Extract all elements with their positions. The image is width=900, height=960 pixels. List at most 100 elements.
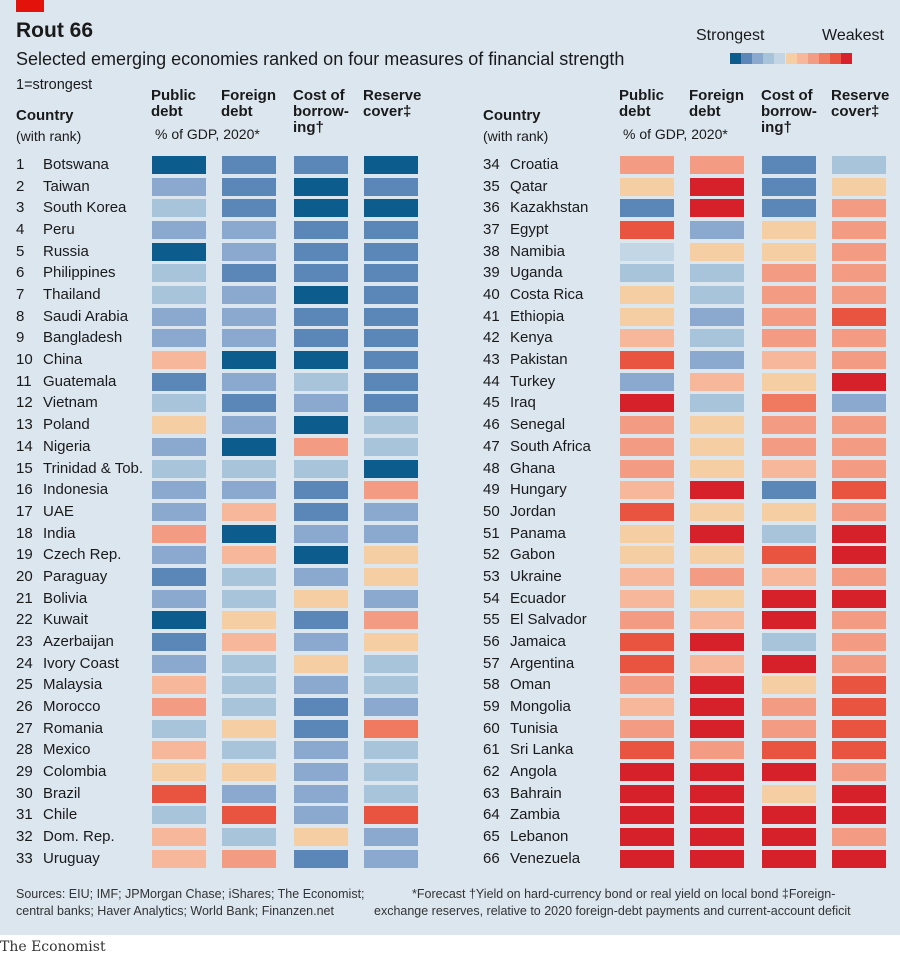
heatmap-cell [294, 741, 348, 760]
heatmap-cell [832, 784, 886, 803]
foreign-debt-header: Foreign [221, 87, 276, 104]
row-country: Vietnam [43, 394, 98, 412]
cost-of-borrowing-header: borrow- [761, 103, 817, 120]
cost-of-borrowing-header: borrow- [293, 103, 349, 120]
heatmap-cell [152, 156, 206, 174]
heatmap-cell [762, 741, 816, 760]
heatmap-cell [222, 307, 276, 326]
heatmap-cell [294, 221, 348, 240]
heatmap-cell [832, 437, 886, 456]
row-rank: 7 [16, 286, 25, 304]
heatmap-cell [620, 828, 674, 847]
heatmap-cell [762, 654, 816, 673]
row-country: Philippines [43, 264, 116, 282]
heatmap-cell [690, 589, 744, 608]
heatmap-cell [294, 676, 348, 695]
heatmap-cell [690, 459, 744, 478]
row-rank: 19 [16, 546, 33, 564]
heatmap-cell [762, 611, 816, 630]
heatmap-cell [620, 177, 674, 196]
heatmap-cell [690, 763, 744, 782]
row-country: Hungary [510, 481, 567, 499]
heatmap-cell [620, 763, 674, 782]
heatmap-cell [222, 502, 276, 521]
row-country: Turkey [510, 372, 556, 390]
row-rank: 17 [16, 502, 33, 520]
heatmap-cell [152, 806, 206, 825]
row-rank: 21 [16, 589, 33, 607]
heatmap-cell [620, 719, 674, 738]
cost-of-borrowing-header: Cost of [293, 87, 345, 104]
row-rank: 3 [16, 199, 25, 217]
heatmap-cell [294, 177, 348, 196]
foreign-debt-header: Foreign [689, 87, 744, 104]
heatmap-cell [222, 632, 276, 651]
row-rank: 22 [16, 611, 33, 629]
heatmap-cell [364, 719, 418, 738]
row-rank: 9 [16, 329, 25, 347]
row-country: Gabon [510, 546, 556, 564]
heatmap-cell [222, 741, 276, 760]
heatmap-cell [832, 307, 886, 326]
heatmap-cell [620, 784, 674, 803]
heatmap-cell [832, 654, 886, 673]
row-rank: 30 [16, 784, 33, 802]
legend-swatch [785, 53, 797, 64]
heatmap-cell [762, 589, 816, 608]
foreign-debt-header: debt [221, 103, 253, 120]
heatmap-cell [294, 199, 348, 218]
heatmap-cell [690, 828, 744, 847]
row-country: Peru [43, 221, 75, 239]
row-rank: 58 [483, 676, 500, 694]
heatmap-cell [762, 416, 816, 435]
row-rank: 61 [483, 741, 500, 759]
heatmap-cell [762, 567, 816, 586]
heatmap-cell [294, 242, 348, 261]
rank-note: 1=strongest [16, 77, 93, 93]
heatmap-cell [690, 524, 744, 543]
row-rank: 55 [483, 611, 500, 629]
row-rank: 60 [483, 719, 500, 737]
footnotes-line-2: exchange reserves, relative to 2020 fore… [374, 904, 851, 918]
legend-swatch [763, 53, 775, 64]
heatmap-cell [364, 416, 418, 435]
row-country: Poland [43, 416, 90, 434]
heatmap-cell [222, 221, 276, 240]
row-rank: 66 [483, 849, 500, 867]
heatmap-cell [294, 654, 348, 673]
heatmap-cell [762, 524, 816, 543]
row-country: Jordan [510, 502, 556, 520]
row-country: Ghana [510, 459, 556, 477]
heatmap-cell [294, 394, 348, 413]
heatmap-cell [620, 307, 674, 326]
heatmap-cell [222, 286, 276, 305]
row-rank: 65 [483, 828, 500, 846]
heatmap-cell [620, 286, 674, 305]
heatmap-cell [832, 459, 886, 478]
row-rank: 31 [16, 806, 33, 824]
heatmap-cell [690, 502, 744, 521]
heatmap-cell [832, 849, 886, 868]
row-country: Mexico [43, 741, 91, 759]
row-rank: 2 [16, 177, 25, 195]
heatmap-cell [762, 394, 816, 413]
heatmap-cell [222, 589, 276, 608]
heatmap-cell [620, 589, 674, 608]
row-rank: 49 [483, 481, 500, 499]
heatmap-cell [762, 242, 816, 261]
row-rank: 25 [16, 676, 33, 694]
heatmap-cell [152, 784, 206, 803]
legend-color-scale [730, 53, 852, 64]
legend-swatch [829, 53, 841, 64]
heatmap-cell [762, 199, 816, 218]
row-rank: 28 [16, 741, 33, 759]
heatmap-cell [364, 156, 418, 174]
row-country: South Korea [43, 199, 127, 217]
heatmap-cell [222, 242, 276, 261]
heatmap-cell [152, 524, 206, 543]
public-debt-header: Public [619, 87, 665, 104]
heatmap-cell [832, 611, 886, 630]
heatmap-cell [152, 502, 206, 521]
heatmap-cell [152, 242, 206, 261]
chart-subtitle: Selected emerging economies ranked on fo… [16, 49, 625, 69]
